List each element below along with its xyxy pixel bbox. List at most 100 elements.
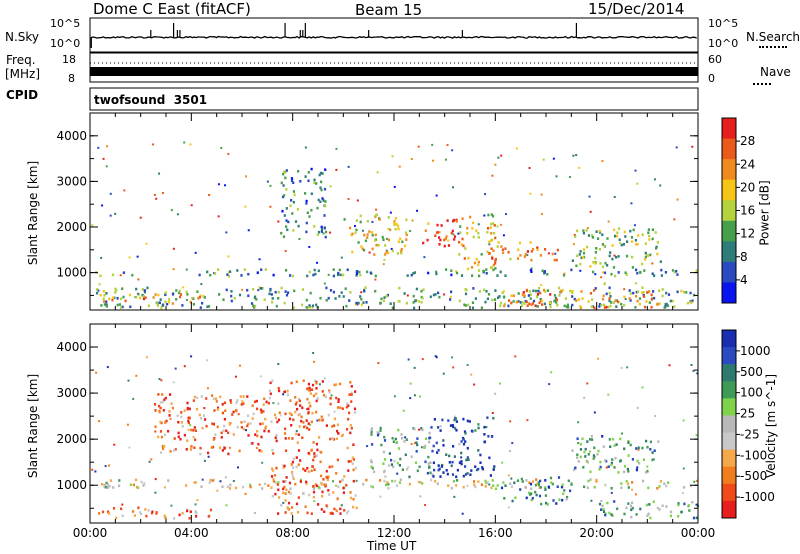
range-cell	[510, 485, 513, 488]
range-cell	[487, 293, 491, 296]
speckle	[277, 362, 280, 365]
range-cell	[488, 252, 491, 255]
range-cell	[403, 440, 406, 443]
range-cell	[305, 230, 308, 234]
range-cell	[105, 305, 108, 308]
range-cell	[260, 408, 263, 412]
range-cell	[121, 287, 124, 290]
range-cell	[341, 407, 344, 410]
range-cell	[311, 383, 315, 387]
range-cell	[494, 259, 497, 263]
range-cell	[641, 286, 644, 289]
range-cell	[611, 257, 614, 261]
range-cell	[449, 424, 453, 427]
power-colorbar-cell	[722, 138, 736, 160]
speckle	[653, 178, 656, 181]
range-cell	[290, 199, 293, 202]
range-cell	[312, 441, 315, 444]
speckle	[540, 212, 543, 215]
range-cell	[624, 271, 627, 274]
range-cell	[435, 270, 438, 274]
range-cell	[418, 480, 421, 484]
range-cell	[644, 242, 647, 245]
range-cell	[292, 466, 295, 469]
speckle	[409, 229, 412, 232]
range-cell	[357, 241, 360, 244]
range-cell	[214, 272, 217, 275]
range-cell	[352, 497, 355, 501]
range-cell	[502, 251, 505, 255]
range-cell	[173, 449, 176, 452]
range-cell	[610, 513, 613, 516]
range-cell	[472, 235, 475, 239]
range-cell	[348, 299, 351, 302]
range-cell	[477, 263, 480, 267]
cpid-label: CPID	[6, 88, 39, 102]
range-cell	[283, 485, 286, 489]
range-cell	[636, 290, 640, 294]
range-cell	[223, 401, 227, 405]
freq-band	[90, 67, 698, 76]
range-cell	[386, 481, 389, 484]
range-cell	[453, 455, 456, 458]
range-cell	[312, 490, 316, 494]
range-cell	[629, 292, 632, 295]
xtick-label: 00:00	[681, 526, 716, 540]
range-cell	[490, 435, 494, 438]
range-cell	[647, 231, 650, 234]
range-cell	[366, 233, 369, 236]
range-cell	[394, 227, 397, 231]
range-cell	[378, 218, 381, 221]
range-cell	[525, 496, 528, 500]
range-cell	[283, 390, 286, 394]
speckle	[417, 145, 420, 148]
range-cell	[139, 511, 142, 514]
range-cell	[339, 507, 342, 511]
range-cell	[400, 248, 403, 251]
range-cell	[158, 301, 161, 305]
speckle	[323, 377, 326, 380]
range-cell	[370, 430, 373, 433]
speckle	[499, 223, 502, 226]
speckle	[217, 215, 220, 218]
range-cell	[284, 170, 287, 174]
range-cell	[120, 306, 123, 309]
range-cell	[156, 302, 159, 305]
speckle	[282, 393, 285, 396]
range-cell	[397, 240, 400, 244]
range-cell	[515, 300, 518, 304]
range-cell	[241, 400, 244, 403]
range-cell	[380, 297, 383, 301]
range-cell	[589, 438, 592, 441]
range-cell	[490, 232, 493, 235]
range-cell	[271, 300, 274, 304]
range-cell	[264, 268, 267, 271]
speckle	[229, 446, 232, 449]
range-cell	[582, 229, 585, 232]
range-cell	[528, 481, 531, 485]
range-cell	[164, 291, 167, 294]
range-cell	[349, 491, 352, 494]
range-cell	[491, 257, 494, 260]
range-cell	[629, 229, 632, 233]
range-cell	[462, 438, 465, 441]
range-cell	[594, 256, 597, 260]
range-cell	[307, 407, 310, 411]
speckle	[407, 358, 410, 361]
range-cell	[400, 251, 403, 255]
range-cell	[295, 502, 299, 506]
range-cell	[537, 481, 540, 484]
speckle	[340, 504, 343, 507]
range-cell	[277, 387, 280, 390]
speckle	[447, 239, 450, 242]
speckle	[329, 231, 332, 234]
range-cell	[103, 485, 106, 489]
speckle	[589, 210, 592, 213]
range-cell	[229, 401, 233, 404]
range-cell	[261, 287, 264, 290]
range-cell	[115, 289, 118, 292]
range-cell	[370, 465, 373, 468]
range-cell	[398, 464, 401, 467]
range-cell	[254, 295, 257, 299]
range-cell	[652, 500, 655, 504]
